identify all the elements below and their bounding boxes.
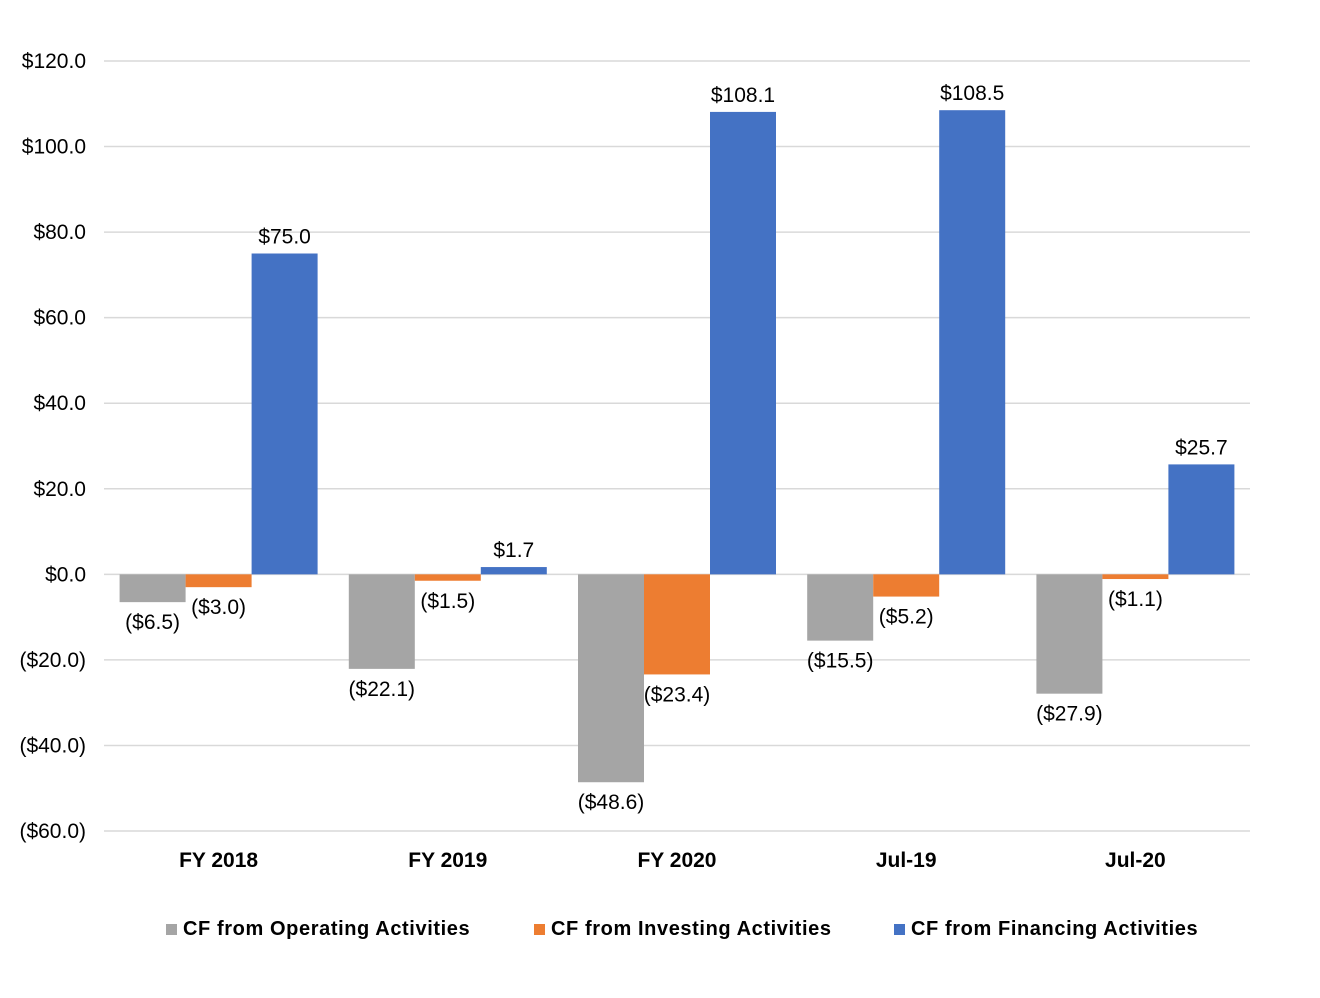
legend-label-investing: CF from Investing Activities bbox=[551, 918, 832, 940]
legend-item-financing: CF from Financing Activities bbox=[894, 918, 1198, 941]
legend-label-financing: CF from Financing Activities bbox=[911, 918, 1199, 940]
legend-item-operating: CF from Operating Activities bbox=[166, 918, 470, 941]
bar bbox=[873, 574, 940, 597]
data-label: $75.0 bbox=[258, 226, 311, 249]
data-label: ($48.6) bbox=[578, 791, 645, 814]
data-label: ($1.1) bbox=[1108, 588, 1163, 611]
x-tick-label: FY 2019 bbox=[408, 849, 487, 872]
legend-swatch-operating bbox=[166, 924, 177, 935]
data-label: ($23.4) bbox=[644, 683, 711, 706]
data-label: ($5.2) bbox=[879, 606, 934, 629]
bar bbox=[1036, 574, 1103, 694]
y-tick-label: ($60.0) bbox=[19, 820, 86, 843]
bars bbox=[119, 110, 1235, 783]
legend-label-operating: CF from Operating Activities bbox=[183, 918, 471, 940]
bar bbox=[251, 253, 318, 575]
data-label: $108.5 bbox=[940, 82, 1004, 105]
y-tick-label: $100.0 bbox=[22, 136, 86, 159]
bar bbox=[1102, 574, 1169, 580]
data-label: $108.1 bbox=[711, 84, 775, 107]
data-label: ($27.9) bbox=[1036, 703, 1103, 726]
x-tick-label: Jul-20 bbox=[1105, 849, 1166, 872]
y-tick-label: $40.0 bbox=[33, 392, 86, 415]
y-axis: $120.0 $100.0 $80.0 $60.0 $40.0 $20.0 $0.0 ($20… bbox=[19, 50, 86, 843]
data-label: ($15.5) bbox=[807, 650, 874, 673]
bar bbox=[119, 574, 186, 603]
y-tick-label: $120.0 bbox=[22, 50, 86, 73]
data-label: ($1.5) bbox=[420, 590, 475, 613]
data-label: ($22.1) bbox=[349, 678, 416, 701]
bar bbox=[578, 574, 644, 783]
legend: CF from Operating Activities CF from Inv… bbox=[0, 918, 1320, 948]
legend-swatch-financing bbox=[894, 924, 905, 935]
bar bbox=[710, 111, 776, 575]
bar bbox=[939, 110, 1006, 575]
data-label: ($6.5) bbox=[125, 611, 180, 634]
y-tick-label: ($20.0) bbox=[19, 649, 86, 672]
legend-item-investing: CF from Investing Activities bbox=[534, 918, 832, 941]
x-tick-label: Jul-19 bbox=[876, 849, 937, 872]
y-tick-label: ($40.0) bbox=[19, 734, 86, 757]
data-label: $1.7 bbox=[493, 539, 534, 562]
bar bbox=[414, 574, 481, 581]
bar bbox=[480, 567, 547, 575]
data-labels: ($6.5) ($3.0) $75.0 ($22.1) ($1.5) $1.7 ($48.6… bbox=[125, 82, 1228, 814]
x-axis: FY 2018 FY 2019 FY 2020 Jul-19 Jul-20 bbox=[179, 849, 1166, 872]
x-tick-label: FY 2020 bbox=[637, 849, 716, 872]
bar bbox=[807, 574, 874, 641]
y-tick-label: $60.0 bbox=[33, 307, 86, 330]
data-label: $25.7 bbox=[1175, 436, 1228, 459]
bar bbox=[1168, 464, 1235, 575]
x-tick-label: FY 2018 bbox=[179, 849, 258, 872]
y-tick-label: $0.0 bbox=[45, 563, 86, 586]
y-tick-label: $80.0 bbox=[33, 221, 86, 244]
legend-swatch-investing bbox=[534, 924, 545, 935]
data-label: ($3.0) bbox=[191, 596, 246, 619]
bar bbox=[185, 574, 252, 588]
bar bbox=[644, 574, 710, 675]
y-tick-label: $20.0 bbox=[33, 478, 86, 501]
bar bbox=[348, 574, 415, 669]
